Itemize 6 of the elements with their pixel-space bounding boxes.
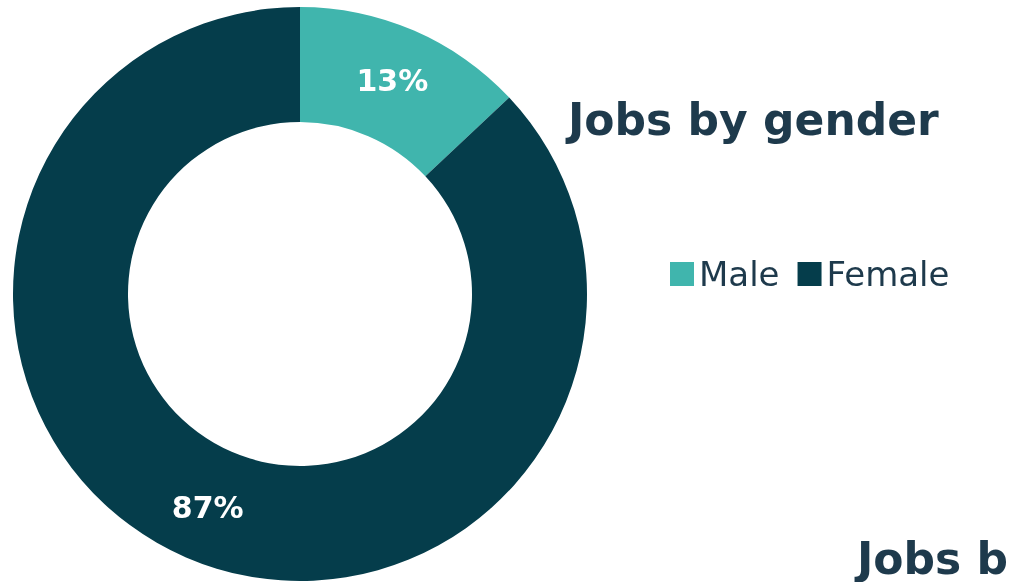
legend-label: Male <box>699 254 780 294</box>
data-label: 13% <box>356 63 429 99</box>
data-label: 87% <box>171 489 244 525</box>
text: Jobs b <box>853 532 1009 582</box>
legend-label: Female <box>826 254 950 294</box>
text: Jobs by gender <box>565 93 940 145</box>
